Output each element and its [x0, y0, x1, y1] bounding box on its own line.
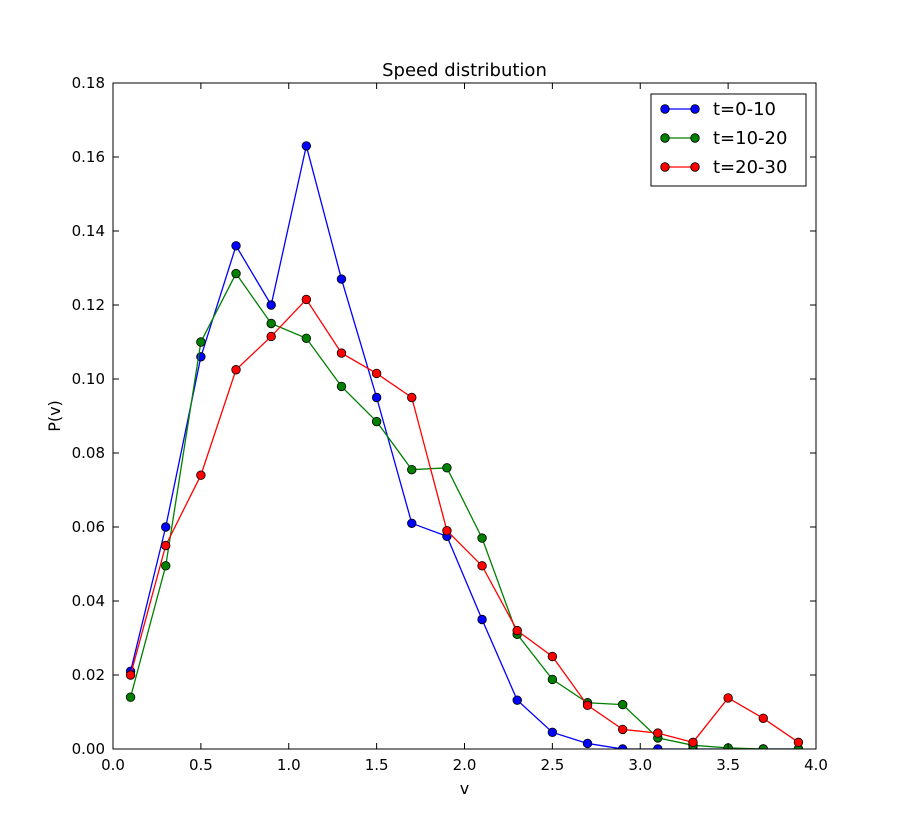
- data-point-t=0-10-11: [512, 695, 522, 705]
- data-point-t=10-20-4: [266, 318, 276, 329]
- data-point-t=20-30-6: [336, 348, 347, 358]
- data-point-t=20-30-17: [723, 693, 733, 703]
- data-point-t=20-30-11: [512, 625, 522, 636]
- plot-area: [112, 82, 817, 750]
- x-tick-label-6: 3.0: [628, 756, 652, 774]
- x-tick-label-4: 2.0: [453, 756, 477, 774]
- y-tick-label-0: 0.00: [72, 740, 105, 758]
- data-point-t=20-30-8: [407, 392, 417, 403]
- x-tick-label-8: 4.0: [804, 756, 828, 774]
- legend-marker-end-t=0-10: [690, 104, 700, 114]
- legend-marker-end-t=20-30: [690, 162, 700, 172]
- data-point-t=20-30-0: [125, 670, 136, 680]
- data-point-t=10-20-7: [371, 416, 382, 427]
- data-point-t=0-10-1: [161, 522, 171, 532]
- legend-label-t=0-10: t=0-10: [713, 99, 776, 120]
- series-line-t=10-20: [129, 272, 799, 749]
- x-tick-label-0: 0.0: [101, 756, 125, 774]
- data-point-t=0-10-15: [653, 744, 663, 749]
- x-axis: 0.0 0.5 1.0 1.5 2.0 2.5 3.0 3.5 4.0: [101, 83, 828, 774]
- x-tick-label-1: 0.5: [189, 756, 213, 774]
- data-point-t=0-10-8: [407, 518, 417, 529]
- legend-marker-start-t=0-10: [660, 104, 670, 114]
- y-tick-label-1: 0.02: [72, 666, 105, 684]
- data-point-t=0-10-10: [477, 614, 487, 625]
- legend: t=0-10 t=10-20 t=20-30: [650, 93, 807, 187]
- data-point-t=20-30-3: [231, 365, 241, 375]
- x-tick-label-3: 1.5: [365, 756, 389, 774]
- x-axis-label: v: [460, 779, 469, 798]
- series-line-t=0-10: [129, 145, 799, 749]
- y-tick-label-5: 0.10: [72, 370, 105, 388]
- legend-label-t=20-30: t=20-30: [713, 157, 787, 178]
- y-axis: 0.00 0.02 0.04 0.06 0.08 0.10 0.12 0.14 0.16 0.18: [72, 74, 816, 758]
- data-point-t=20-30-19: [793, 737, 804, 748]
- data-point-t=0-10-12: [547, 727, 558, 738]
- legend-marker-start-t=10-20: [660, 133, 670, 143]
- data-point-t=20-30-12: [547, 651, 558, 662]
- data-point-t=10-20-18: [758, 744, 768, 749]
- series-line-t=20-30: [129, 298, 799, 744]
- data-point-t=20-30-2: [196, 470, 206, 480]
- data-point-t=10-20-3: [231, 268, 241, 279]
- y-tick-label-9: 0.18: [72, 74, 105, 92]
- y-tick-label-7: 0.14: [72, 222, 105, 240]
- data-point-t=20-30-7: [371, 368, 382, 379]
- data-point-t=20-30-15: [653, 728, 663, 738]
- data-point-t=10-20-10: [477, 533, 487, 543]
- data-point-t=20-30-16: [688, 737, 698, 748]
- chart-title: Speed distribution: [382, 60, 547, 81]
- data-point-t=10-20-9: [442, 463, 452, 473]
- y-tick-label-4: 0.08: [72, 444, 105, 462]
- data-point-t=0-10-6: [336, 274, 347, 284]
- data-point-t=10-20-1: [161, 561, 171, 571]
- data-point-t=0-10-13: [582, 738, 593, 749]
- data-point-t=0-10-4: [266, 300, 276, 310]
- legend-marker-start-t=20-30: [660, 162, 670, 172]
- y-tick-label-8: 0.16: [72, 148, 105, 166]
- data-point-t=20-30-1: [161, 540, 171, 551]
- data-point-t=0-10-3: [231, 241, 241, 251]
- data-point-t=0-10-14: [617, 744, 628, 749]
- data-point-t=20-30-14: [617, 724, 628, 735]
- data-point-t=20-30-9: [442, 526, 452, 536]
- data-point-t=10-20-8: [407, 464, 417, 475]
- legend-marker-end-t=10-20: [690, 133, 700, 143]
- data-point-t=10-20-14: [617, 699, 628, 710]
- data-point-t=10-20-2: [196, 337, 206, 347]
- y-tick-label-3: 0.06: [72, 518, 105, 536]
- series-t=10-20: [125, 268, 804, 749]
- y-axis-label: P(v): [45, 400, 64, 432]
- data-point-t=10-20-6: [336, 381, 347, 392]
- data-point-t=10-20-5: [301, 333, 312, 344]
- series-t=0-10: [125, 141, 804, 749]
- y-tick-label-6: 0.12: [72, 296, 105, 314]
- data-point-t=20-30-13: [582, 700, 593, 711]
- x-tick-label-2: 1.0: [277, 756, 301, 774]
- x-tick-label-5: 2.5: [540, 756, 564, 774]
- legend-label-t=10-20: t=10-20: [713, 128, 787, 149]
- data-point-t=20-30-18: [758, 713, 768, 723]
- data-point-t=20-30-10: [477, 561, 487, 571]
- data-point-t=0-10-7: [371, 392, 382, 403]
- series-t=20-30: [125, 294, 804, 748]
- data-point-t=20-30-4: [266, 331, 276, 342]
- data-point-t=20-30-5: [301, 294, 312, 305]
- x-tick-label-7: 3.5: [716, 756, 740, 774]
- data-point-t=10-20-12: [547, 674, 558, 685]
- data-point-t=10-20-0: [125, 692, 136, 702]
- data-point-t=0-10-5: [301, 141, 312, 151]
- y-tick-label-2: 0.04: [72, 592, 105, 610]
